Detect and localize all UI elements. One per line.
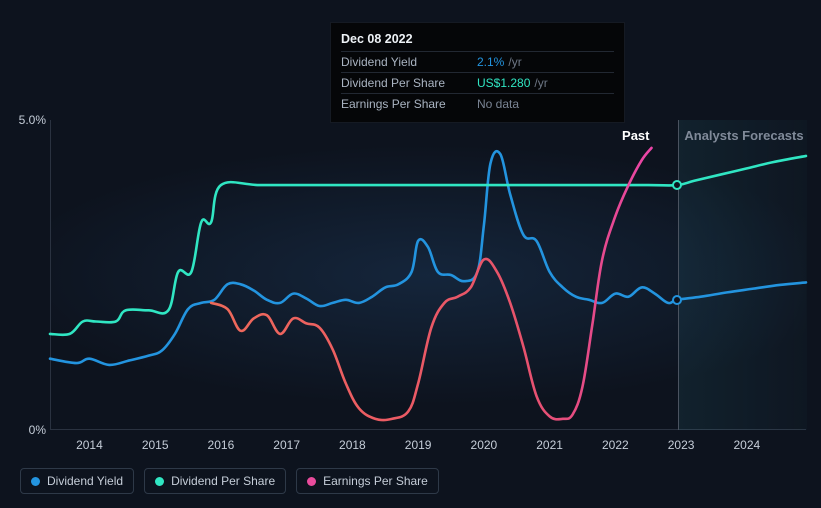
legend-item[interactable]: Dividend Yield bbox=[20, 468, 134, 494]
legend-label: Dividend Yield bbox=[47, 474, 123, 488]
tooltip-key: Earnings Per Share bbox=[341, 97, 477, 111]
section-label-past: Past bbox=[622, 128, 649, 143]
tooltip-key: Dividend Per Share bbox=[341, 76, 477, 90]
series-end-dot bbox=[672, 295, 682, 305]
x-tick-label: 2015 bbox=[142, 438, 169, 452]
x-tick-label: 2021 bbox=[536, 438, 563, 452]
dividend-chart: 0% 5.0% 2014 2015 2016 2017 2018 2019 2020 2021 2… bbox=[0, 0, 821, 508]
series-end-dot bbox=[672, 180, 682, 190]
chart-tooltip: Dec 08 2022 Dividend Yield2.1%/yrDividen… bbox=[330, 22, 625, 123]
y-tick-label: 0% bbox=[29, 423, 46, 437]
tooltip-unit: /yr bbox=[508, 55, 521, 69]
tooltip-title: Dec 08 2022 bbox=[341, 29, 614, 51]
legend-item[interactable]: Earnings Per Share bbox=[296, 468, 439, 494]
tooltip-key: Dividend Yield bbox=[341, 55, 477, 69]
x-tick-label: 2018 bbox=[339, 438, 366, 452]
x-tick-label: 2023 bbox=[668, 438, 695, 452]
legend-label: Dividend Per Share bbox=[171, 474, 275, 488]
x-tick-label: 2024 bbox=[733, 438, 760, 452]
series-earnings_per_share bbox=[211, 148, 651, 420]
y-tick-label: 5.0% bbox=[19, 113, 46, 127]
tooltip-value: 2.1% bbox=[477, 55, 504, 69]
x-tick-label: 2019 bbox=[405, 438, 432, 452]
series-dividend_yield bbox=[50, 151, 806, 365]
x-tick-label: 2014 bbox=[76, 438, 103, 452]
series-svg bbox=[50, 120, 806, 430]
tooltip-row: Earnings Per ShareNo data bbox=[341, 93, 614, 114]
tooltip-unit: /yr bbox=[534, 76, 547, 90]
legend-dot-icon bbox=[155, 477, 164, 486]
legend-label: Earnings Per Share bbox=[323, 474, 428, 488]
x-tick-label: 2020 bbox=[471, 438, 498, 452]
legend-dot-icon bbox=[307, 477, 316, 486]
x-tick-label: 2022 bbox=[602, 438, 629, 452]
x-tick-label: 2017 bbox=[273, 438, 300, 452]
chart-legend: Dividend Yield Dividend Per Share Earnings… bbox=[20, 468, 439, 494]
legend-item[interactable]: Dividend Per Share bbox=[144, 468, 286, 494]
x-tick-label: 2016 bbox=[208, 438, 235, 452]
tooltip-row: Dividend Per ShareUS$1.280/yr bbox=[341, 72, 614, 93]
section-label-forecast: Analysts Forecasts bbox=[684, 128, 803, 143]
tooltip-value: US$1.280 bbox=[477, 76, 530, 90]
tooltip-value: No data bbox=[477, 97, 519, 111]
tooltip-row: Dividend Yield2.1% /yr bbox=[341, 51, 614, 72]
legend-dot-icon bbox=[31, 477, 40, 486]
